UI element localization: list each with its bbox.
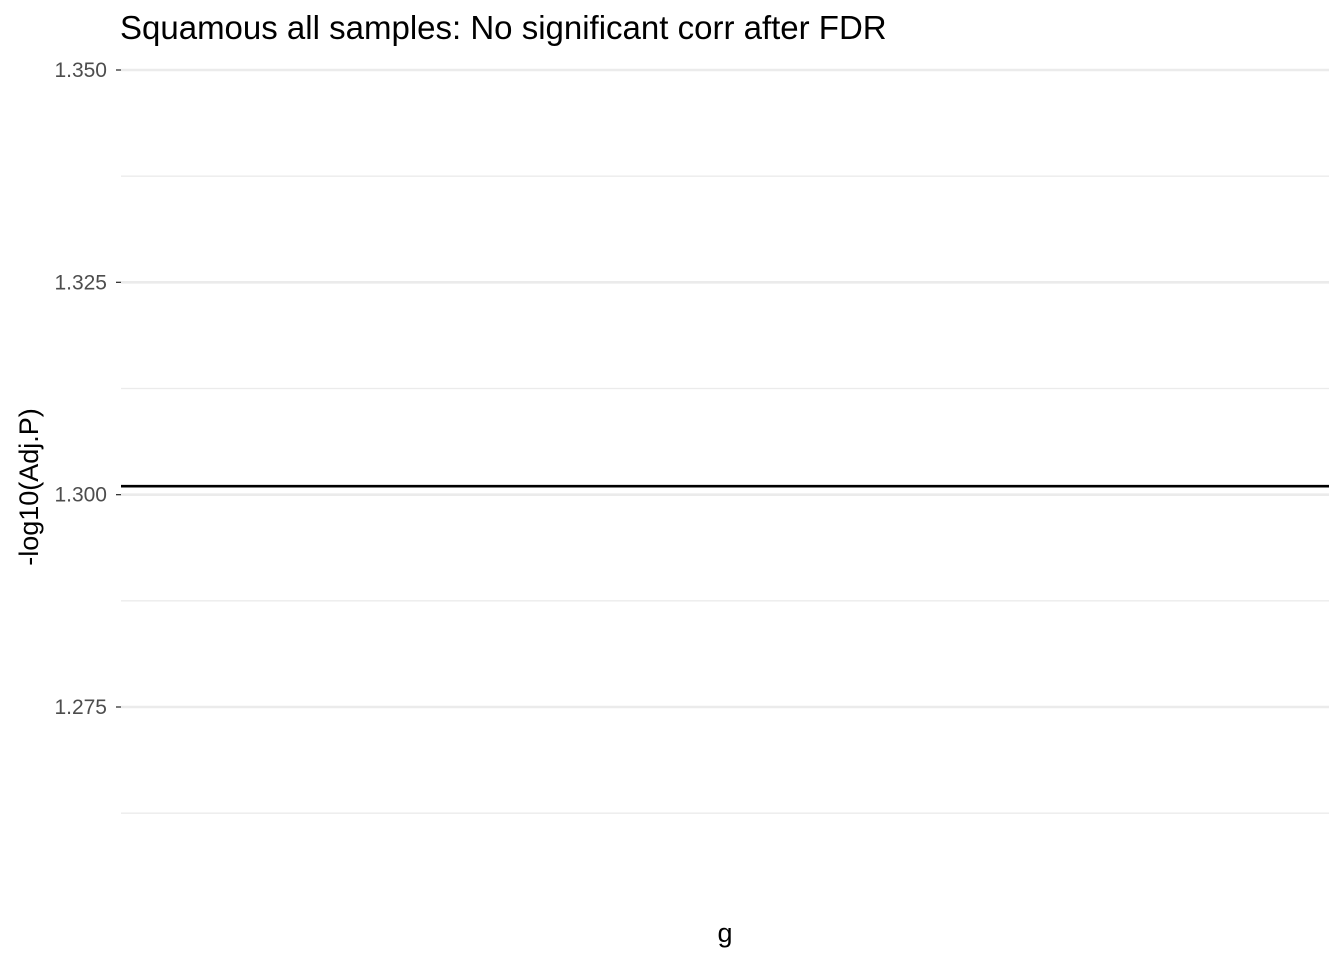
y-tick-label: 1.325 — [54, 271, 107, 294]
x-axis-label: g — [717, 918, 732, 948]
minor-gridlines — [121, 175, 1329, 814]
y-axis-label: -log10(Adj.P) — [14, 408, 44, 566]
y-tick-label: 1.300 — [54, 484, 107, 507]
y-tick-labels: 1.350 1.325 1.300 1.275 — [54, 59, 107, 719]
y-tick-label: 1.350 — [54, 59, 107, 82]
chart-title: Squamous all samples: No significant cor… — [120, 9, 887, 46]
y-tick-marks — [116, 69, 121, 708]
y-tick-label: 1.275 — [54, 696, 107, 719]
major-gridlines — [121, 68, 1329, 709]
